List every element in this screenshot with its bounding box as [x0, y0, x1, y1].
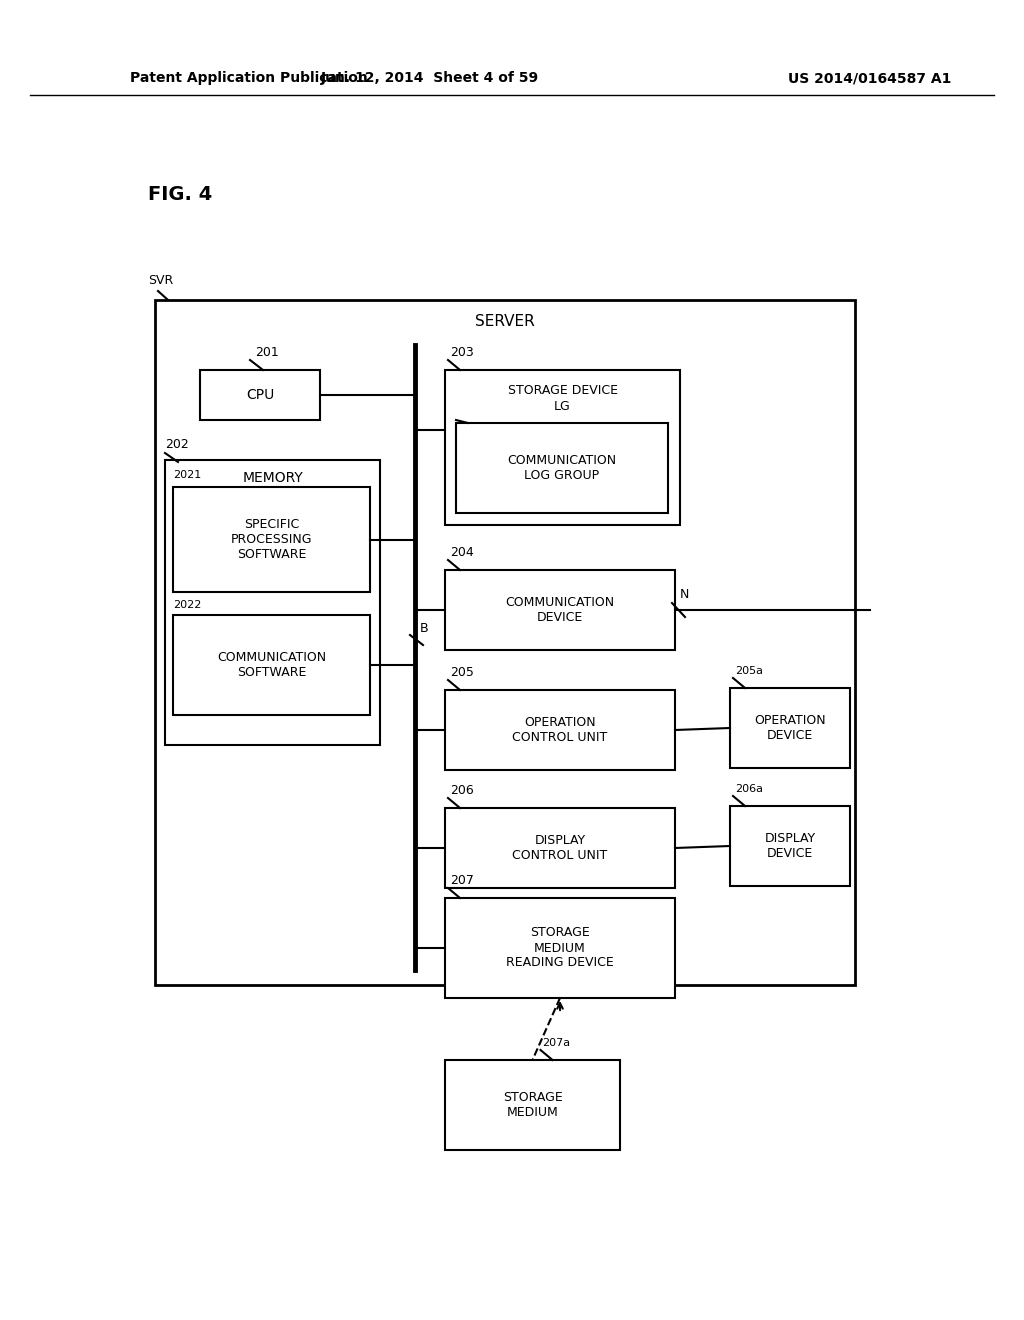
Bar	[155, 300, 855, 985]
Text: MEMORY: MEMORY	[242, 471, 303, 484]
Text: Jun. 12, 2014  Sheet 4 of 59: Jun. 12, 2014 Sheet 4 of 59	[321, 71, 539, 84]
Bar	[445, 690, 675, 770]
Text: FIG. 4: FIG. 4	[148, 186, 212, 205]
Text: 202: 202	[165, 438, 188, 451]
Bar	[445, 808, 675, 888]
Bar	[445, 1060, 620, 1150]
Bar	[173, 615, 370, 715]
Text: US 2014/0164587 A1: US 2014/0164587 A1	[788, 71, 951, 84]
Text: B: B	[420, 622, 429, 635]
Text: 206a: 206a	[735, 784, 763, 795]
Text: 201: 201	[255, 346, 279, 359]
Text: 2022: 2022	[173, 601, 202, 610]
Text: 207: 207	[450, 874, 474, 887]
Bar	[730, 688, 850, 768]
Text: 207a: 207a	[543, 1038, 570, 1048]
Bar	[200, 370, 319, 420]
Text: COMMUNICATION
LOG GROUP: COMMUNICATION LOG GROUP	[508, 454, 616, 482]
Text: 206: 206	[450, 784, 474, 797]
Text: 203: 203	[450, 346, 474, 359]
Text: COMMUNICATION
DEVICE: COMMUNICATION DEVICE	[506, 597, 614, 624]
Text: DISPLAY
DEVICE: DISPLAY DEVICE	[765, 832, 815, 861]
Bar	[445, 898, 675, 998]
Text: COMMUNICATION
SOFTWARE: COMMUNICATION SOFTWARE	[217, 651, 326, 678]
Text: 205a: 205a	[735, 667, 763, 676]
Text: SPECIFIC
PROCESSING
SOFTWARE: SPECIFIC PROCESSING SOFTWARE	[230, 517, 312, 561]
Text: OPERATION
DEVICE: OPERATION DEVICE	[755, 714, 825, 742]
Text: STORAGE
MEDIUM
READING DEVICE: STORAGE MEDIUM READING DEVICE	[506, 927, 613, 969]
Text: 2021: 2021	[173, 470, 202, 480]
Text: OPERATION
CONTROL UNIT: OPERATION CONTROL UNIT	[512, 715, 607, 744]
Bar	[730, 807, 850, 886]
Text: STORAGE
MEDIUM: STORAGE MEDIUM	[503, 1092, 562, 1119]
Text: DISPLAY
CONTROL UNIT: DISPLAY CONTROL UNIT	[512, 834, 607, 862]
Bar	[445, 570, 675, 649]
Bar	[456, 422, 668, 513]
Text: STORAGE DEVICE: STORAGE DEVICE	[508, 384, 617, 396]
Text: N: N	[680, 589, 689, 602]
Text: 205: 205	[450, 667, 474, 680]
Bar	[165, 459, 380, 744]
Text: 204: 204	[450, 546, 474, 560]
Bar	[173, 487, 370, 591]
Text: CPU: CPU	[246, 388, 274, 403]
Text: SERVER: SERVER	[475, 314, 535, 330]
Text: LG: LG	[554, 400, 570, 412]
Text: SVR: SVR	[148, 273, 173, 286]
Text: Patent Application Publication: Patent Application Publication	[130, 71, 368, 84]
Bar	[445, 370, 680, 525]
